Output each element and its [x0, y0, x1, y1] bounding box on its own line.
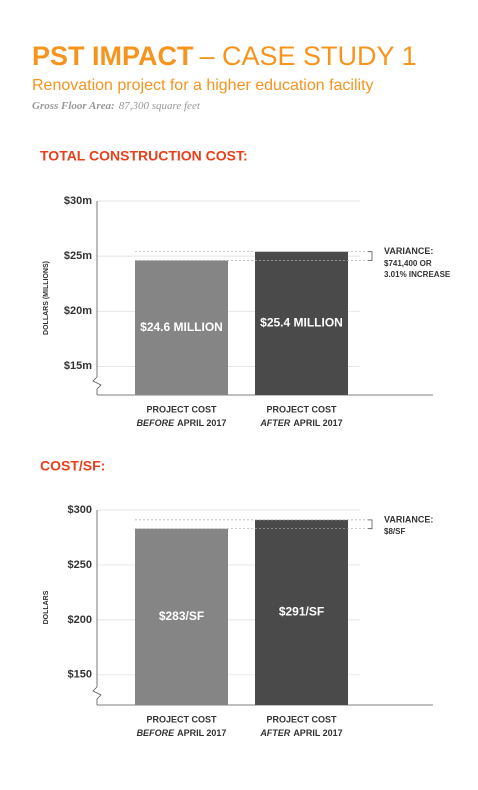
y-tick-label: $25m	[64, 250, 92, 262]
annotation-title: VARIANCE:	[384, 246, 433, 256]
y-axis-label: DOLLARS	[43, 590, 50, 624]
page-title: PST IMPACT – CASE STUDY 1	[32, 41, 417, 71]
bar	[135, 528, 228, 705]
gfa-label: Gross Floor Area:	[32, 100, 115, 112]
bar	[255, 251, 348, 395]
subtitle: Renovation project for a higher educatio…	[32, 77, 374, 94]
y-tick-label: $150	[68, 669, 92, 681]
x-tick-label: AFTER APRIL 2017	[259, 728, 342, 738]
x-tick-label: PROJECT COST	[266, 714, 337, 724]
variance-bracket	[368, 519, 373, 530]
value-label: $25.4 MILLION	[260, 316, 343, 330]
category-emphasis: AFTER	[259, 728, 290, 738]
category-date: APRIL 2017	[177, 418, 226, 428]
bar	[255, 519, 348, 705]
annotation-title: VARIANCE:	[384, 514, 433, 524]
annotation-line: $8/SF	[384, 527, 405, 536]
y-axis-label: DOLLARS (MILLIONS)	[43, 261, 50, 335]
axis-break	[92, 686, 102, 705]
value-label: $283/SF	[159, 609, 204, 623]
variance-bracket	[368, 251, 373, 261]
category-emphasis: AFTER	[259, 418, 290, 428]
value-label: $291/SF	[279, 605, 324, 619]
x-tick-label: PROJECT COST	[146, 714, 217, 724]
x-tick-label: PROJECT COST	[266, 404, 337, 414]
x-tick-label: BEFORE APRIL 2017	[137, 418, 227, 428]
category-date: APRIL 2017	[177, 728, 226, 738]
section-title: TOTAL CONSTRUCTION COST:	[40, 148, 248, 164]
axis-break	[92, 376, 102, 395]
y-tick-label: $15m	[64, 360, 92, 372]
y-tick-label: $300	[68, 504, 92, 516]
y-tick-label: $200	[68, 614, 92, 626]
x-tick-label: PROJECT COST	[146, 404, 217, 414]
x-tick-label: AFTER APRIL 2017	[259, 418, 342, 428]
gross-floor-area: Gross Floor Area: 87,300 square feet	[32, 100, 201, 112]
category-emphasis: BEFORE	[137, 728, 176, 738]
y-tick-label: $30m	[64, 195, 92, 207]
bar	[135, 260, 228, 395]
annotation-line: 3.01% INCREASE	[384, 270, 451, 279]
section-title: COST/SF:	[40, 458, 105, 474]
category-date: APRIL 2017	[293, 418, 342, 428]
annotation-line: $741,400 OR	[384, 259, 432, 268]
title-rest: – CASE STUDY 1	[200, 41, 417, 71]
value-label: $24.6 MILLION	[140, 320, 223, 334]
y-tick-label: $250	[68, 559, 92, 571]
category-emphasis: BEFORE	[137, 418, 176, 428]
category-date: APRIL 2017	[293, 728, 342, 738]
x-tick-label: BEFORE APRIL 2017	[137, 728, 227, 738]
y-tick-label: $20m	[64, 305, 92, 317]
gfa-value: 87,300 square feet	[119, 100, 201, 112]
title-bold: PST IMPACT	[32, 41, 194, 71]
